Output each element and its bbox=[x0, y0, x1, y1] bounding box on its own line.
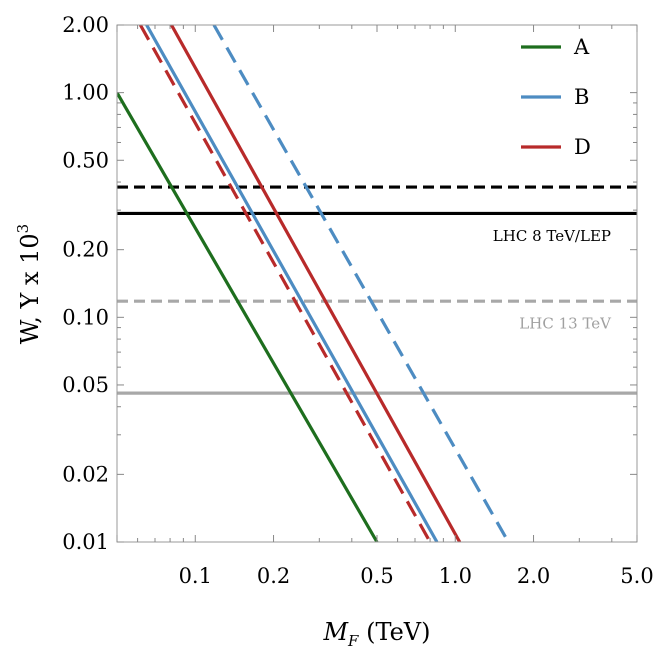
y-tick-label: 0.50 bbox=[62, 148, 109, 172]
x-axis-title-sub: F bbox=[347, 632, 359, 647]
x-tick-label: 0.5 bbox=[360, 564, 393, 588]
plot-frame bbox=[116, 24, 638, 543]
legend-label-d: D bbox=[574, 135, 591, 159]
x-axis-title: MF (TeV) bbox=[322, 618, 430, 647]
annotation-2: LHC 13 TeV bbox=[519, 314, 612, 332]
x-tick-label: 0.1 bbox=[179, 564, 212, 588]
x-tick-label: 0.2 bbox=[257, 564, 290, 588]
series-d-dashed bbox=[138, 25, 432, 542]
series-b-solid bbox=[145, 25, 439, 542]
y-tick-label: 0.02 bbox=[62, 462, 109, 486]
x-tick-label: 5.0 bbox=[620, 564, 653, 588]
x-tick-label: 1.0 bbox=[439, 564, 472, 588]
y-tick-label: 0.20 bbox=[62, 238, 109, 262]
y-tick-label: 0.05 bbox=[62, 373, 109, 397]
series-b-dashed bbox=[212, 25, 510, 542]
y-tick-label: 0.10 bbox=[62, 305, 109, 329]
y-axis-title-exp: 3 bbox=[14, 224, 32, 234]
x-tick-label: 2.0 bbox=[517, 564, 550, 588]
series-d-solid bbox=[170, 25, 462, 542]
y-axis-title: W, Y x 103 bbox=[14, 224, 44, 344]
legend-label-a: A bbox=[573, 35, 590, 59]
x-axis-title-main: M bbox=[322, 618, 349, 646]
y-axis-title-main: W, Y x 10 bbox=[16, 233, 44, 344]
y-tick-label: 0.01 bbox=[62, 530, 109, 554]
annotation-1: LHC 8 TeV/LEP bbox=[493, 227, 611, 245]
series-a-solid bbox=[117, 91, 379, 542]
y-tick-label: 1.00 bbox=[62, 81, 109, 105]
x-axis-title-unit: (TeV) bbox=[358, 618, 430, 646]
legend-label-b: B bbox=[574, 85, 589, 109]
y-tick-label: 2.00 bbox=[62, 13, 109, 37]
